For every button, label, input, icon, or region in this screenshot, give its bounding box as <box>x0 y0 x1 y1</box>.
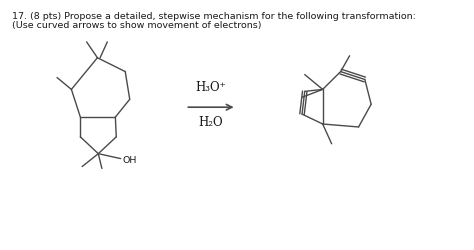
Text: H₂O: H₂O <box>199 116 223 128</box>
Text: 17. (8 pts) Propose a detailed, stepwise mechanism for the following transformat: 17. (8 pts) Propose a detailed, stepwise… <box>12 12 416 21</box>
Text: OH: OH <box>123 156 137 164</box>
Text: (Use curved arrows to show movement of electrons): (Use curved arrows to show movement of e… <box>12 21 262 30</box>
Text: H₃O⁺: H₃O⁺ <box>196 81 226 94</box>
